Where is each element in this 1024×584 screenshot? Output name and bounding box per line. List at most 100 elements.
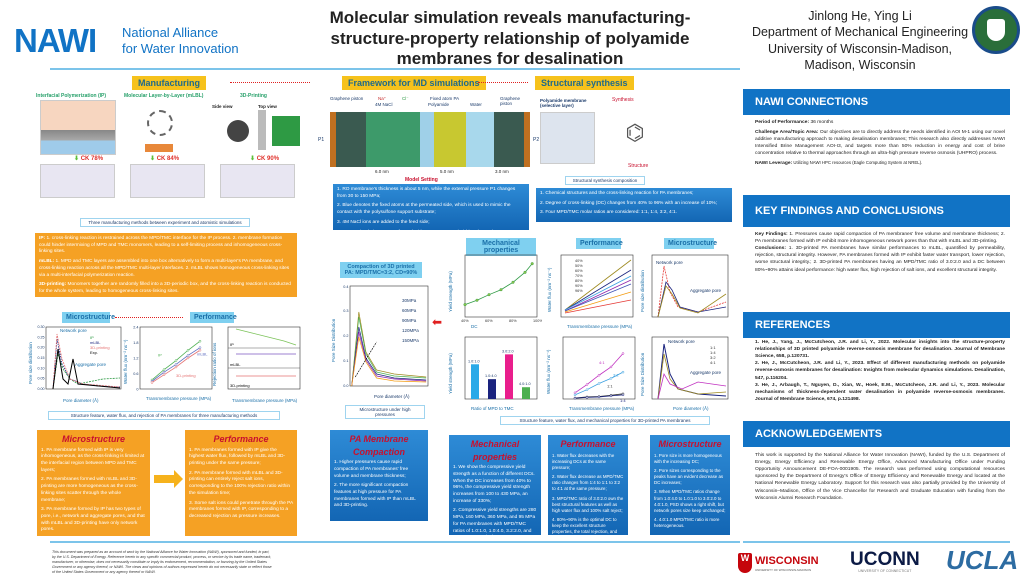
bar-label: 4.0:1.0	[519, 382, 531, 386]
compaction-90mpa	[351, 326, 427, 387]
chart-flux-vs-dc: 40%50%60%70%80%90%96% Transmembrane pres…	[547, 254, 634, 329]
psd-legend-ip: IP	[90, 335, 94, 340]
data-point	[609, 365, 613, 369]
membrane-atomistic-image	[540, 112, 595, 164]
conclusions-value: 1. 3D-printed PA membranes have similar …	[755, 246, 1005, 273]
legend-120mpa: 120MPa	[402, 328, 419, 333]
legend-dc: 40%	[575, 259, 583, 263]
data-point	[609, 377, 613, 380]
micro-item: 3. PA membrane formed by IP has two type…	[41, 507, 145, 533]
compaction-120mpa	[351, 331, 427, 387]
compaction-box-title: PA Membrane Compaction	[349, 434, 409, 457]
label-cl: Cl⁻	[402, 96, 409, 101]
psd-ratio-xlabel: Pore diameter (Å)	[673, 405, 709, 411]
rej-xlabel: Transmembrane pressure (MPa)	[232, 398, 298, 403]
period-key: Period of Performance:	[755, 120, 810, 125]
period-value: 36 months	[809, 120, 834, 125]
micro-item: 2. PA membranes formed with mLBL and 3D-…	[41, 477, 138, 503]
compaction-summary-box: PA Membrane Compaction 1. Higher pressur…	[330, 430, 428, 521]
mechanical-summary-box: Mechanical properties 1. We show the com…	[449, 435, 541, 540]
data-point	[597, 373, 601, 377]
data-point	[523, 270, 527, 274]
compaction-ytick: 0.2	[343, 334, 348, 338]
data-point	[198, 346, 202, 349]
label-graphene-right: Graphene piston	[500, 96, 521, 106]
model-item: 2. Blue denotes the fixed atoms at the p…	[337, 203, 511, 216]
model-item: 3. 4M NaCl ions are added to the feed si…	[337, 219, 430, 225]
university: University of Wisconsin-Madison,	[767, 41, 953, 56]
rej-label-3d: 3D-printing	[230, 383, 250, 388]
references-text: 1. He, J., Yang, J., McCutcheon, J.R. an…	[755, 339, 1005, 403]
label-graphene-left: Graphene piston	[330, 96, 364, 101]
legend-150mpa: 150MPa	[402, 338, 419, 343]
psd-ann-aggregate: Aggregate pore	[75, 362, 107, 367]
caption-methods-results: Structure feature, water flux, and rejec…	[48, 411, 280, 420]
arrow-right-icon	[154, 475, 176, 483]
data-point	[573, 391, 577, 395]
synthesis-word: Synthesis	[612, 97, 634, 103]
psd-ytick: 0.20	[38, 346, 45, 350]
legend-ratio: 3:2	[710, 355, 716, 360]
chart-rejection-methods: IP mLBL 3D-printing Transmembrane pressu…	[212, 326, 301, 403]
label-fixed-atom: Fixed atom PA	[430, 96, 460, 101]
perf-box-title: Performance	[213, 434, 269, 444]
reference-item: 2. He, J., McCutcheon, J.R. and Li, Y., …	[755, 361, 1005, 381]
structure-word: Structure	[628, 163, 649, 169]
psd-legend-exp: Exp.	[90, 350, 98, 355]
psd-ann-network: Network pore	[60, 328, 87, 333]
data-point	[174, 363, 178, 366]
rej-label-mlbl: mLBL	[230, 362, 241, 367]
chart-psd-vs-ratio: Network pore Aggregate pore 1:11:43:24:1…	[640, 336, 729, 411]
micro-mid-item: 4. 4.0:1.0 MPD/TMC ratio is more heterog…	[654, 517, 720, 529]
y-axis-label: Water flux (nm⁻² ns⁻¹)	[546, 349, 551, 394]
y-axis-label: Water flux (nm⁻² ns⁻¹)	[123, 339, 128, 384]
label-na: Na⁺	[378, 96, 387, 101]
x-axis-label: DC	[471, 324, 478, 329]
chart-yield-vs-dc: DC Yield strength (MPa) 40% 60% 80% 100%	[448, 254, 542, 329]
tag-performance-mid: Performance	[576, 238, 623, 249]
view-side: Side view	[212, 104, 233, 109]
disclaimer: This document was prepared as an account…	[52, 550, 272, 575]
perf-mid-box-title: Performance	[560, 439, 616, 449]
legend-dc: 50%	[575, 264, 583, 268]
micro-item: 1. PA membrane formed with IP is very in…	[41, 447, 145, 473]
data-point	[475, 298, 479, 302]
y-tick-label: 1.2	[133, 356, 138, 360]
caption-manufacturing: Three manufacturing methods between expe…	[80, 218, 250, 227]
tag-mechanical: Mechanical properties	[466, 238, 536, 256]
performance-mid-summary-box: Performance 1. Water flux decreases with…	[548, 435, 628, 547]
compaction-caption: Microstructure under high pressures	[345, 405, 425, 419]
bar-label: 1.0:1.0	[468, 359, 480, 363]
leverage-value: Utilizing NAWI HPC resources (Eagle Comp…	[792, 159, 923, 165]
plot-frame	[139, 326, 213, 390]
y-axis-label: Yield strength (MPa)	[448, 353, 453, 394]
right-footer-divider	[743, 541, 1010, 543]
data-point	[198, 349, 202, 352]
kf-key: Key Findings:	[755, 232, 788, 237]
x-tick-label: 80%	[509, 319, 517, 323]
perf-item: 1. PA membranes formed with IP give the …	[189, 447, 286, 466]
data-point	[597, 382, 601, 385]
x-tick-label: 40%	[461, 319, 469, 323]
synth-item: 2. Degree of cross-linking (DC) changes …	[540, 200, 718, 206]
uconn-sub: UNIVERSITY OF CONNECTICUT	[858, 569, 912, 573]
nawi-name-line1: National Alliance	[122, 25, 219, 40]
legend-dc: 60%	[575, 269, 583, 273]
chart-yield-vs-ratio: Ratio of MPD to TMC Yield strength (MPa) 1…	[448, 336, 538, 411]
data-point	[585, 396, 589, 399]
micro-mid-item: 2. Pore sizes corresponding to the peaks…	[654, 467, 724, 486]
x-axis-label: Transmembrane pressure (MPa)	[146, 396, 212, 401]
data-point	[573, 396, 577, 400]
rej-label-ip: IP	[230, 342, 234, 347]
x-axis-label: Ratio of MPD to TMC	[471, 406, 514, 411]
data-point	[186, 349, 190, 352]
series-label: 1:1	[607, 383, 613, 388]
label-3nm: 3.0 nm	[495, 169, 509, 174]
section-acknowledgements: ACKNOWLEDGEMENTS	[743, 421, 1010, 447]
data-point	[597, 395, 601, 399]
bar-label: 1.0:4.0	[485, 374, 497, 378]
method-3d: 3D-Printing	[240, 93, 267, 99]
psd-xlabel: Pore diameter (Å)	[63, 397, 99, 403]
label-p1: P1	[318, 137, 325, 143]
label-polyamide: Polyamide	[428, 102, 450, 107]
